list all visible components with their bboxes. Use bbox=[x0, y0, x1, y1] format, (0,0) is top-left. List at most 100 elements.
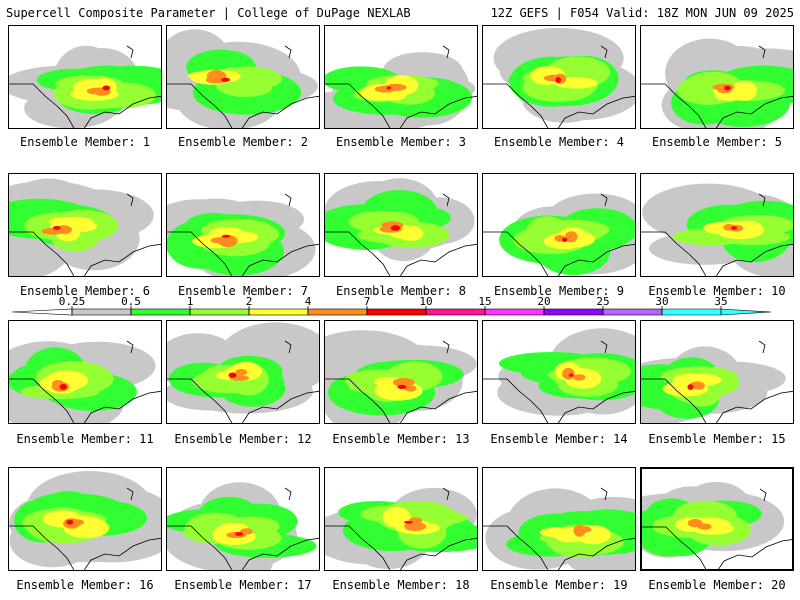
ensemble-member-panel[interactable] bbox=[482, 467, 636, 571]
scp-map bbox=[641, 38, 793, 128]
legend-swatch bbox=[484, 308, 545, 316]
scp-contour-fill bbox=[562, 367, 575, 380]
ensemble-member-panel[interactable] bbox=[640, 173, 794, 277]
scp-contour-fill bbox=[397, 384, 407, 389]
ensemble-member-panel[interactable] bbox=[166, 320, 320, 424]
scp-contour-fill bbox=[71, 519, 84, 526]
ensemble-member-label: Ensemble Member: 20 bbox=[648, 578, 786, 592]
scp-contour-fill bbox=[59, 383, 67, 390]
ensemble-member-label: Ensemble Member: 3 bbox=[335, 135, 467, 149]
legend-swatch bbox=[661, 308, 772, 316]
scp-contour-fill bbox=[240, 528, 254, 535]
ensemble-member-panel[interactable] bbox=[324, 320, 478, 424]
legend-tick-label: 2 bbox=[246, 297, 253, 308]
scp-map bbox=[325, 330, 477, 423]
ensemble-member-panel[interactable] bbox=[640, 320, 794, 424]
state-border-outline bbox=[325, 45, 477, 128]
ensemble-member-panel[interactable] bbox=[8, 25, 162, 129]
scp-map bbox=[325, 178, 477, 276]
scp-contour-fill bbox=[565, 231, 578, 243]
ensemble-member-label: Ensemble Member: 1 bbox=[19, 135, 151, 149]
ensemble-member-panel[interactable] bbox=[324, 467, 478, 571]
legend-tick-label: 15 bbox=[478, 297, 491, 308]
ensemble-member-label: Ensemble Member: 16 bbox=[16, 578, 154, 592]
scp-contour-fill bbox=[398, 226, 424, 241]
ensemble-member-label: Ensemble Member: 10 bbox=[648, 284, 786, 298]
state-border-outline bbox=[641, 193, 793, 276]
ensemble-member-panel[interactable] bbox=[8, 467, 162, 571]
ensemble-member-panel[interactable] bbox=[482, 320, 636, 424]
ensemble-member-panel[interactable] bbox=[8, 173, 162, 277]
state-border-outline bbox=[642, 488, 792, 569]
state-border-outline bbox=[641, 340, 793, 423]
ensemble-member-label: Ensemble Member: 9 bbox=[493, 284, 625, 298]
state-border-outline bbox=[167, 193, 319, 276]
scp-contour-fill bbox=[692, 383, 705, 390]
ensemble-member-panel[interactable] bbox=[640, 25, 794, 129]
scp-contour-fill bbox=[86, 87, 108, 95]
state-border-outline bbox=[9, 340, 161, 423]
scp-map bbox=[642, 481, 792, 569]
scp-map bbox=[483, 328, 635, 423]
legend-low-arrow bbox=[11, 308, 73, 316]
scp-contour-fill bbox=[555, 77, 561, 83]
ensemble-member-panel[interactable] bbox=[166, 173, 320, 277]
legend-swatch bbox=[71, 308, 132, 316]
scp-contour-fill bbox=[404, 385, 417, 392]
ensemble-member-label: Ensemble Member: 12 bbox=[174, 432, 312, 446]
scp-contour-fill bbox=[733, 220, 763, 238]
scp-map bbox=[167, 29, 319, 128]
state-border-outline bbox=[325, 340, 477, 423]
state-border-outline bbox=[325, 487, 477, 570]
legend-tick-label: 35 bbox=[714, 297, 727, 308]
ensemble-member-panel[interactable] bbox=[166, 467, 320, 571]
ensemble-member-label: Ensemble Member: 5 bbox=[651, 135, 783, 149]
scp-contour-fill bbox=[235, 532, 244, 536]
state-border-outline bbox=[483, 45, 635, 128]
ensemble-member-label: Ensemble Member: 17 bbox=[174, 578, 312, 592]
scp-contour-fill bbox=[712, 83, 735, 91]
ensemble-member-panel[interactable] bbox=[640, 467, 794, 571]
state-border-outline bbox=[167, 487, 319, 570]
scp-contour-fill bbox=[235, 369, 248, 376]
ensemble-member-label: Ensemble Member: 4 bbox=[493, 135, 625, 149]
scp-map bbox=[483, 27, 635, 128]
scp-map bbox=[483, 487, 635, 570]
scp-map bbox=[9, 340, 161, 423]
ensemble-member-label: Ensemble Member: 6 bbox=[19, 284, 151, 298]
scp-contour-fill bbox=[577, 526, 592, 533]
scp-map bbox=[167, 482, 319, 570]
map-title: Supercell Composite Parameter | College … bbox=[6, 6, 411, 20]
legend-swatch bbox=[425, 308, 486, 316]
ensemble-member-panel[interactable] bbox=[324, 25, 478, 129]
legend-tick-label: 10 bbox=[419, 297, 432, 308]
scp-map bbox=[9, 178, 161, 276]
ensemble-member-label: Ensemble Member: 14 bbox=[490, 432, 628, 446]
legend-swatch bbox=[543, 308, 604, 316]
scp-map bbox=[167, 193, 319, 276]
state-border-outline bbox=[9, 45, 161, 128]
legend-tick-label: 30 bbox=[655, 297, 668, 308]
scp-contour-fill bbox=[697, 523, 712, 530]
ensemble-member-label: Ensemble Member: 19 bbox=[490, 578, 628, 592]
legend-tick-label: 1 bbox=[187, 297, 194, 308]
scp-contour-fill bbox=[228, 372, 237, 378]
scp-contour-fill bbox=[562, 237, 568, 242]
ensemble-member-label: Ensemble Member: 11 bbox=[16, 432, 154, 446]
scp-map bbox=[325, 487, 477, 570]
ensemble-member-panel[interactable] bbox=[8, 320, 162, 424]
scp-map bbox=[325, 45, 477, 128]
scp-map bbox=[167, 322, 319, 423]
ensemble-member-panel[interactable] bbox=[482, 25, 636, 129]
ensemble-member-panel[interactable] bbox=[324, 173, 478, 277]
ensemble-member-panel[interactable] bbox=[482, 173, 636, 277]
ensemble-member-label: Ensemble Member: 13 bbox=[332, 432, 470, 446]
legend-tick-label: 4 bbox=[305, 297, 312, 308]
state-border-outline bbox=[167, 340, 319, 423]
scp-contour-fill bbox=[404, 521, 427, 531]
state-border-outline bbox=[483, 193, 635, 276]
ensemble-member-label: Ensemble Member: 2 bbox=[177, 135, 309, 149]
scp-contour-fill bbox=[102, 85, 111, 91]
scp-contour-fill bbox=[66, 519, 74, 525]
ensemble-member-panel[interactable] bbox=[166, 25, 320, 129]
